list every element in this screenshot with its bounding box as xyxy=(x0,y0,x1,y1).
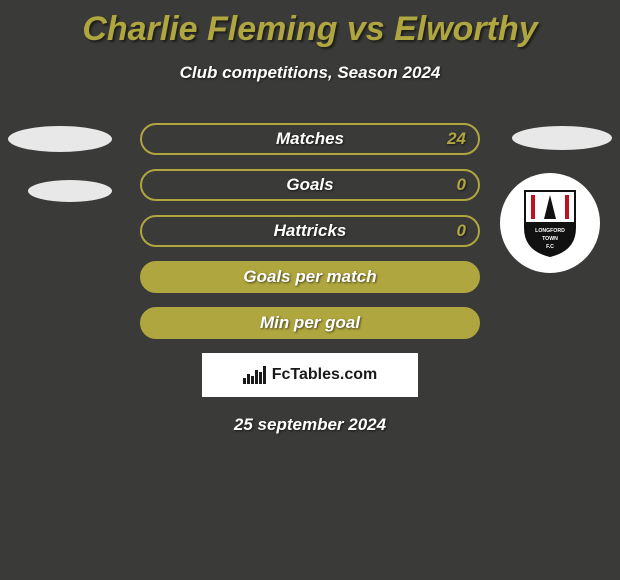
badge-top-text: LONGFORD xyxy=(535,228,565,234)
stat-row-goals-per-match: Goals per match xyxy=(140,261,480,293)
brand-box: FcTables.com xyxy=(202,353,418,397)
page-title: Charlie Fleming vs Elworthy xyxy=(0,0,620,49)
badge-bottom-text: TOWN xyxy=(542,236,558,242)
stat-label: Goals xyxy=(286,175,333,195)
stat-value: 24 xyxy=(447,129,466,149)
stat-label: Matches xyxy=(276,129,344,149)
stat-row-goals: Goals 0 xyxy=(140,169,480,201)
decorative-ellipse xyxy=(28,180,112,202)
decorative-ellipse xyxy=(512,126,612,150)
stat-value: 0 xyxy=(457,221,466,241)
subtitle: Club competitions, Season 2024 xyxy=(0,63,620,83)
badge-bottom-text-2: F.C xyxy=(546,244,554,250)
stat-row-matches: Matches 24 xyxy=(140,123,480,155)
date-text: 25 september 2024 xyxy=(0,415,620,435)
chart-icon xyxy=(243,366,266,384)
stat-label: Goals per match xyxy=(243,267,376,287)
club-badge: LONGFORD TOWN F.C xyxy=(500,173,600,273)
decorative-ellipse xyxy=(8,126,112,152)
brand-text: FcTables.com xyxy=(272,366,378,384)
stat-row-min-per-goal: Min per goal xyxy=(140,307,480,339)
stat-row-hattricks: Hattricks 0 xyxy=(140,215,480,247)
stat-value: 0 xyxy=(457,175,466,195)
stat-label: Min per goal xyxy=(260,313,360,333)
stat-label: Hattricks xyxy=(274,221,347,241)
stats-area: LONGFORD TOWN F.C Matches 24 Goals 0 Hat… xyxy=(0,123,620,435)
shield-icon: LONGFORD TOWN F.C xyxy=(522,188,578,258)
